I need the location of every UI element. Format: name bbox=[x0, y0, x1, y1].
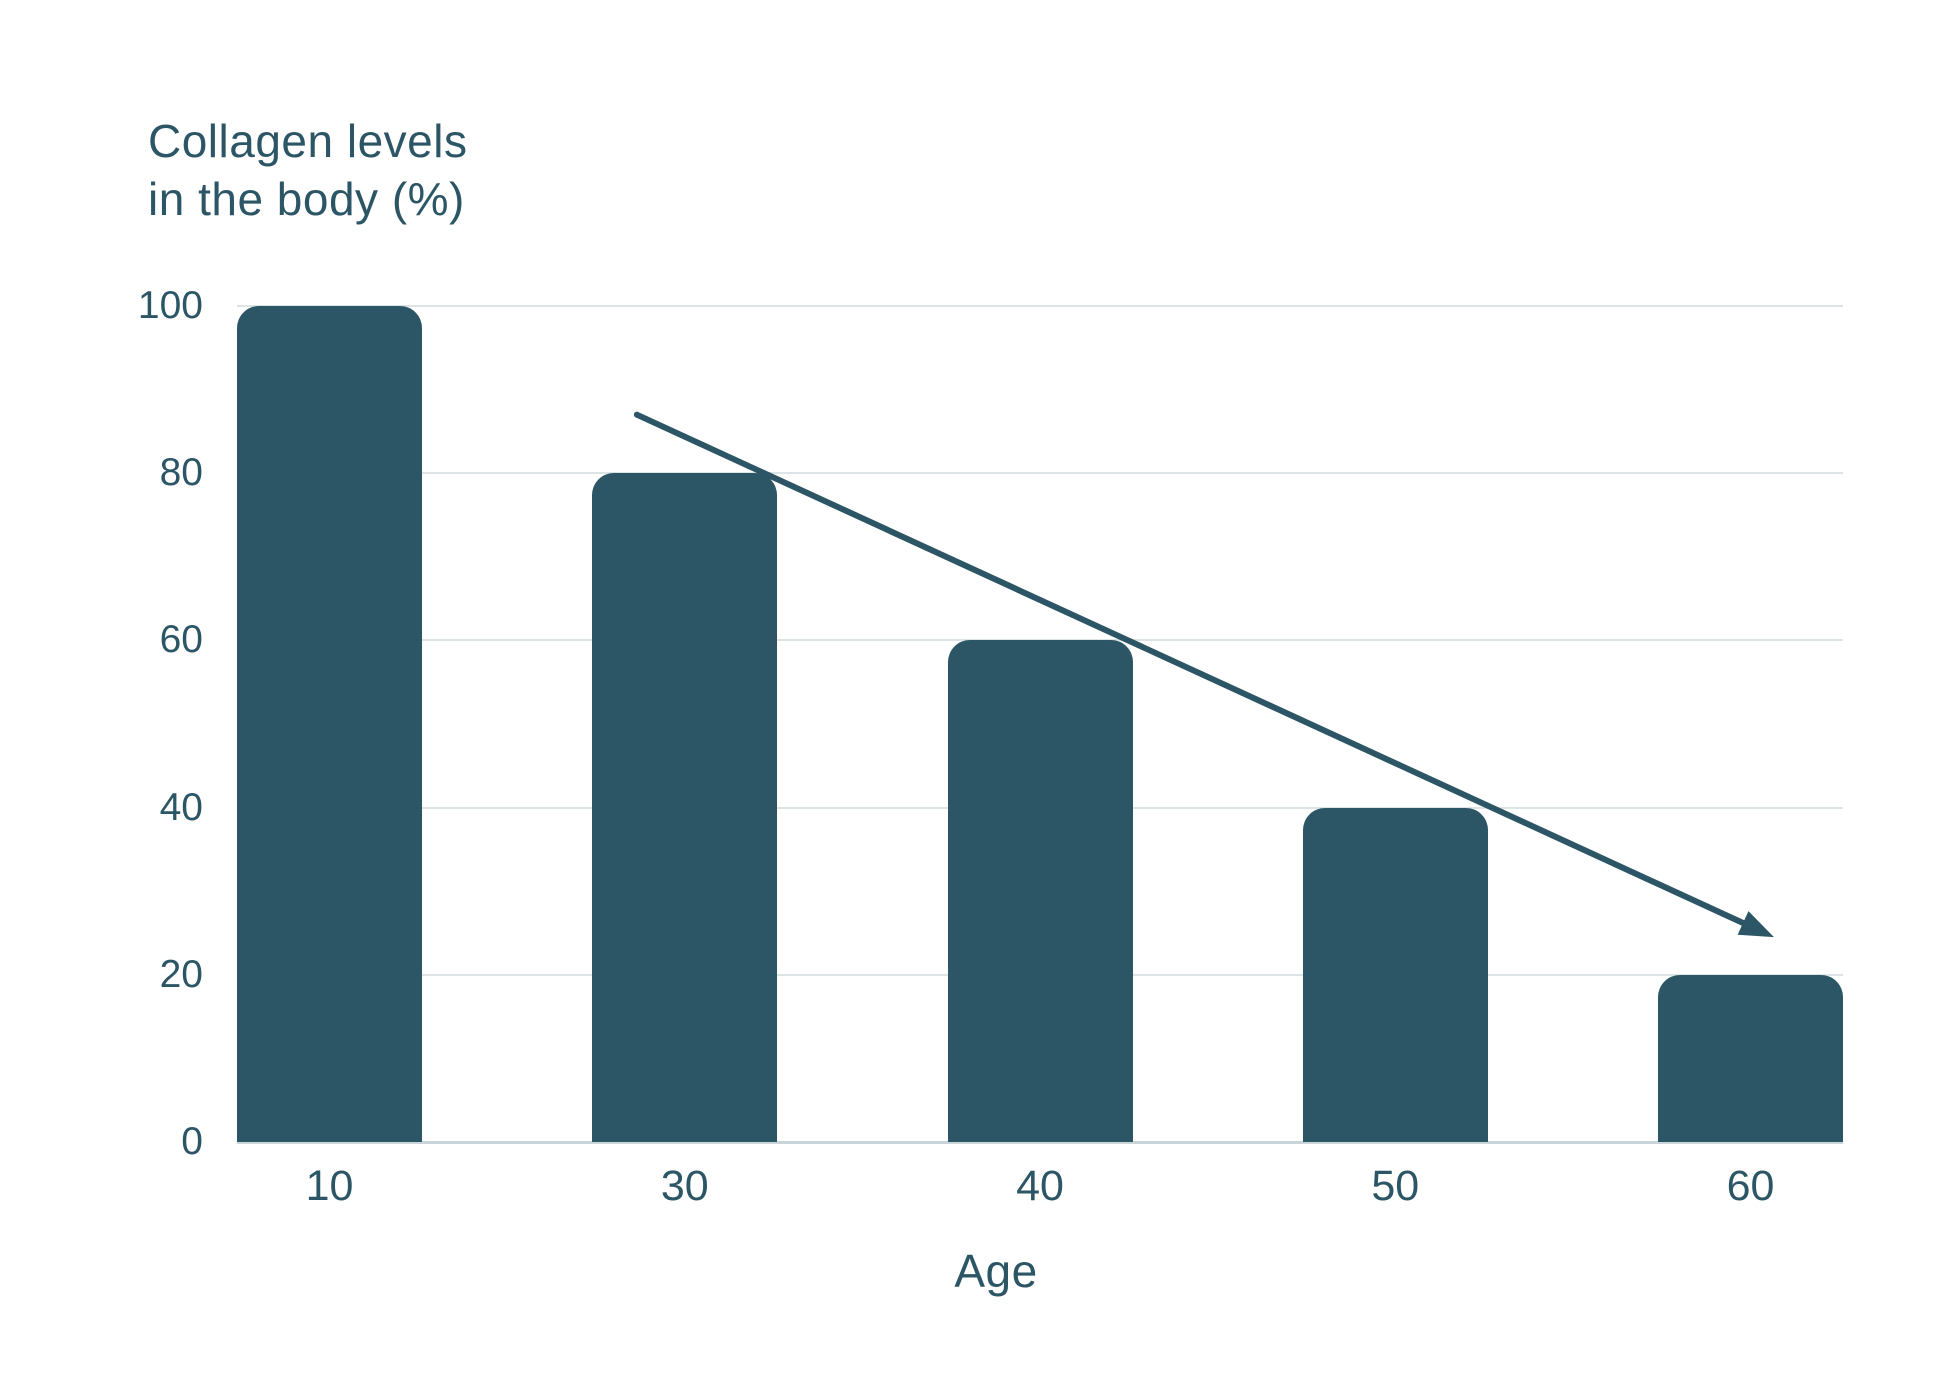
chart-title-line2: in the body (%) bbox=[148, 173, 465, 225]
chart-title: Collagen levels in the body (%) bbox=[148, 112, 467, 228]
y-axis: 0 20 40 60 80 100 bbox=[0, 0, 203, 1376]
y-tick-label-20: 20 bbox=[159, 952, 203, 996]
x-axis-title: Age bbox=[954, 1245, 1038, 1297]
bar-age-60 bbox=[1658, 974, 1843, 1142]
bar-age-30 bbox=[592, 473, 778, 1142]
y-tick-label-100: 100 bbox=[137, 284, 203, 327]
y-tick-label-60: 60 bbox=[159, 618, 203, 662]
bar-age-40 bbox=[947, 640, 1133, 1142]
y-tick-label-0: 0 bbox=[181, 1120, 203, 1163]
x-axis: 10 30 40 50 60 bbox=[237, 1160, 1843, 1220]
x-tick-label-10: 10 bbox=[305, 1162, 354, 1210]
x-tick-label-50: 50 bbox=[1371, 1162, 1420, 1210]
y-tick-label-80: 80 bbox=[159, 451, 203, 495]
plot-area bbox=[237, 305, 1843, 1144]
x-axis-baseline bbox=[237, 1141, 1843, 1144]
x-tick-label-60: 60 bbox=[1726, 1162, 1775, 1210]
gridline-100 bbox=[237, 305, 1843, 307]
x-tick-label-40: 40 bbox=[1016, 1162, 1064, 1210]
y-tick-label-40: 40 bbox=[159, 785, 203, 829]
bar-age-50 bbox=[1302, 807, 1488, 1142]
bar-series bbox=[237, 306, 1843, 1142]
chart-title-line1: Collagen levels bbox=[148, 115, 468, 167]
bar-age-10 bbox=[237, 306, 422, 1142]
x-tick-label-30: 30 bbox=[660, 1162, 709, 1210]
